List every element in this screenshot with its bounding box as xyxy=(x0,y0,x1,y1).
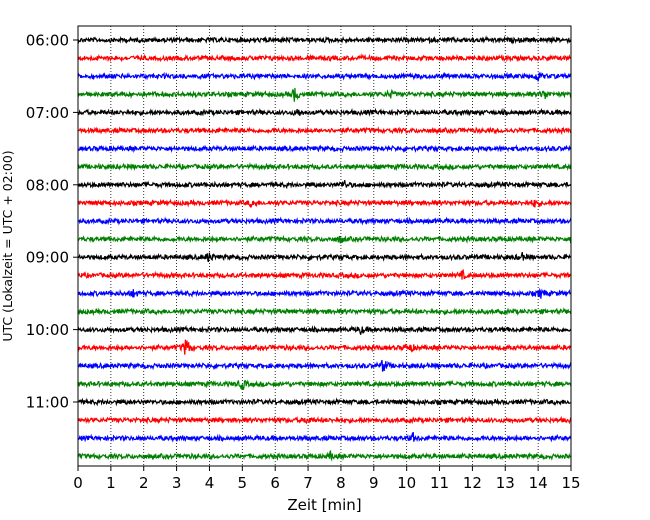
trace-line-0930 xyxy=(77,287,572,299)
trace-line-0900 xyxy=(77,251,572,263)
x-tick-label: 13 xyxy=(496,474,515,492)
trace-line-1115 xyxy=(77,415,572,425)
trace-line-1130 xyxy=(77,432,572,443)
trace-line-0730 xyxy=(77,144,572,154)
x-axis-ticks: 0 1 2 3 4 5 6 7 8 9 10 11 12 13 14 15 xyxy=(73,466,581,492)
y-tick-label: 10:00 xyxy=(26,321,69,339)
trace-series xyxy=(77,35,572,462)
trace-line-0715 xyxy=(77,126,572,136)
y-tick-label: 06:00 xyxy=(26,32,69,50)
x-tick-label: 12 xyxy=(463,474,482,492)
x-tick-label: 6 xyxy=(270,474,280,492)
trace-line-0830 xyxy=(77,216,572,226)
trace-line-0700 xyxy=(77,107,572,117)
trace-line-1145 xyxy=(77,450,572,462)
x-tick-label: 2 xyxy=(139,474,149,492)
trace-line-1045 xyxy=(77,379,572,390)
x-tick-label: 8 xyxy=(336,474,346,492)
trace-line-1015 xyxy=(77,339,572,355)
trace-line-0815 xyxy=(77,198,572,208)
trace-line-0615 xyxy=(77,53,572,63)
x-tick-label: 10 xyxy=(397,474,416,492)
trace-line-1030 xyxy=(77,359,572,372)
x-tick-label: 3 xyxy=(172,474,182,492)
x-tick-label: 4 xyxy=(205,474,215,492)
x-gridlines xyxy=(110,26,539,466)
y-tick-label: 08:00 xyxy=(26,176,69,194)
y-tick-label: 11:00 xyxy=(26,394,69,412)
trace-line-0915 xyxy=(77,268,572,280)
y-tick-label: 09:00 xyxy=(26,249,69,267)
trace-line-0945 xyxy=(77,306,572,317)
trace-line-0745 xyxy=(77,161,572,172)
trace-line-0845 xyxy=(77,234,572,244)
y-tick-label: 07:00 xyxy=(26,104,69,122)
x-tick-label: 14 xyxy=(529,474,548,492)
x-tick-label: 11 xyxy=(430,474,449,492)
y-axis-title: UTC (Lokalzeit = UTC + 02:00) xyxy=(0,150,15,341)
x-tick-label: 0 xyxy=(73,474,83,492)
x-tick-label: 5 xyxy=(238,474,248,492)
x-tick-label: 7 xyxy=(303,474,313,492)
x-tick-label: 9 xyxy=(369,474,379,492)
trace-line-1000 xyxy=(77,325,572,335)
x-axis-title: Zeit [min] xyxy=(287,496,361,514)
trace-line-0600 xyxy=(77,35,572,45)
y-axis-ticks: 06:00 07:00 08:00 09:00 10:00 11:00 xyxy=(26,32,78,412)
plot-frame xyxy=(77,25,572,467)
trace-line-0800 xyxy=(77,180,572,190)
x-tick-label: 1 xyxy=(106,474,116,492)
x-tick-label: 15 xyxy=(561,474,580,492)
trace-line-1100 xyxy=(77,397,572,407)
trace-line-0630 xyxy=(77,71,572,82)
trace-line-0645 xyxy=(77,87,572,102)
